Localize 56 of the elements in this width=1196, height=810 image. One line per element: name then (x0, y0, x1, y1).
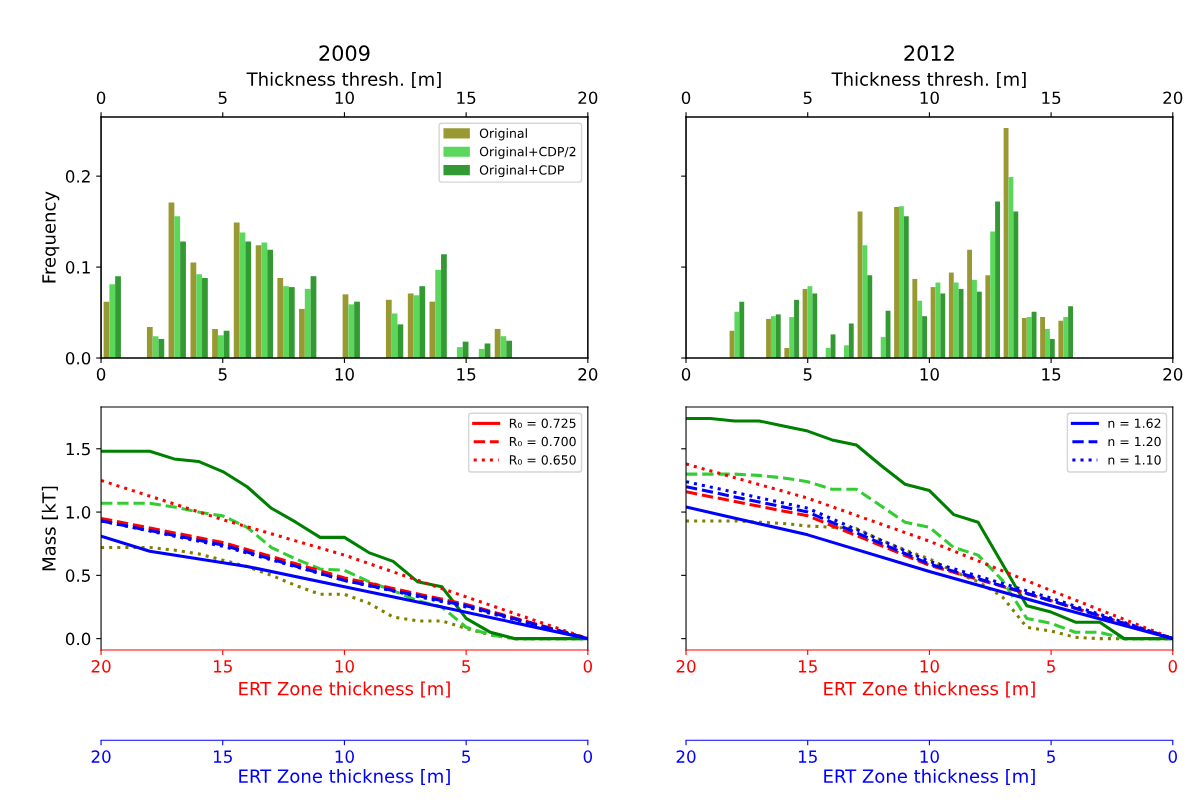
legend-label: n = 1.20 (1108, 436, 1161, 447)
x-axis-title: ERT Zone thickness [m] (824, 681, 1035, 698)
x2-tick-label: 20 (578, 91, 598, 105)
x-tick-label: 5 (1047, 750, 1055, 763)
x-tick-label: 5 (462, 660, 470, 673)
x2-tick-label: 0 (681, 91, 691, 105)
y-tick-label: 0.0 (65, 632, 91, 646)
y-tick-label: 0.0 (65, 351, 91, 365)
legend-label: n = 1.10 (1108, 455, 1161, 465)
x2-tick-label: 0 (96, 91, 106, 105)
y-tick-label: 1.0 (66, 506, 91, 519)
x-tick-label: 20 (1163, 368, 1183, 381)
y-tick-label: 0.5 (65, 569, 90, 582)
legend-label: Original+CDP (479, 164, 564, 178)
x-tick-label: 0 (96, 368, 106, 381)
x2-axis-title: Thickness thresh. [m] (831, 71, 1026, 89)
x-tick-label: 10 (335, 368, 354, 381)
legend-label: Original (479, 128, 527, 141)
y-axis-title: Frequency (42, 191, 60, 283)
x2-axis-title: Thickness thresh. [m] (246, 71, 441, 89)
x-tick-label: 20 (676, 750, 696, 763)
x-tick-label: 0 (1168, 750, 1177, 763)
x-tick-label: 10 (920, 368, 939, 381)
x2-tick-label: 15 (457, 91, 476, 105)
legend-label: Original+CDP/2 (479, 146, 576, 159)
x-tick-label: 0 (583, 660, 593, 673)
legend-label: R₀ = 0.725 (509, 418, 576, 428)
x-tick-label: 10 (335, 660, 354, 673)
chart-title: 2009 (319, 45, 370, 62)
x-tick-label: 0 (681, 368, 691, 381)
y-tick-label: 0.2 (65, 170, 90, 183)
x2-axis-title: ERT Zone thickness [m] (239, 768, 450, 786)
x-tick-label: 10 (920, 750, 939, 763)
legend-label: R₀ = 0.650 (509, 455, 576, 465)
x-axis-title: ERT Zone thickness [m] (239, 681, 450, 698)
chart-title: 2012 (904, 45, 954, 62)
legend-label: R₀ = 0.700 (509, 436, 576, 447)
y-tick-label: 1.5 (66, 442, 90, 456)
x-tick-label: 5 (803, 368, 812, 381)
x-tick-label: 20 (91, 660, 111, 673)
x-tick-label: 15 (457, 368, 476, 381)
x2-axis-title: ERT Zone thickness [m] (824, 768, 1035, 786)
x-tick-label: 15 (1042, 368, 1061, 381)
x2-tick-label: 10 (335, 91, 354, 105)
x2-tick-label: 20 (1163, 91, 1183, 105)
x2-tick-label: 10 (920, 91, 939, 105)
x-tick-label: 20 (578, 368, 598, 381)
x-tick-label: 15 (798, 750, 817, 763)
x2-tick-label: 5 (803, 91, 812, 105)
x-tick-label: 5 (218, 368, 227, 381)
x2-tick-label: 5 (218, 91, 227, 105)
y-axis-title: Mass [kT] (41, 486, 58, 571)
x-tick-label: 15 (213, 660, 232, 673)
y-tick-label: 0.1 (65, 261, 90, 274)
x2-tick-label: 15 (1042, 91, 1061, 105)
legend-label: n = 1.62 (1108, 418, 1161, 428)
